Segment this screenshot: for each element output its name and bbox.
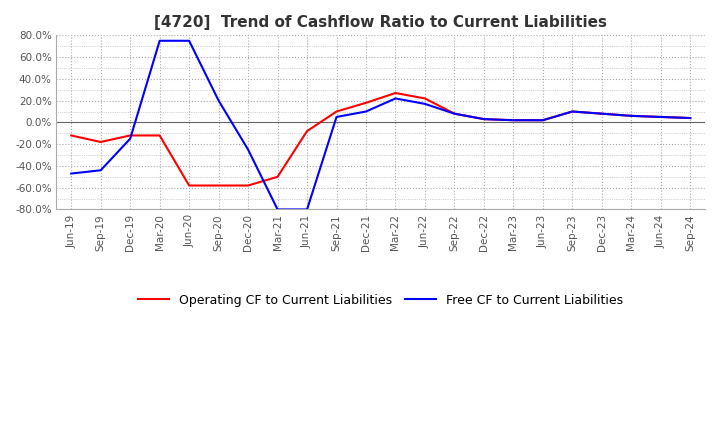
Operating CF to Current Liabilities [391,90,400,95]
Free CF to Current Liabilities [450,111,459,116]
Free CF to Current Liabilities [302,207,311,212]
Line: Operating CF to Current Liabilities: Operating CF to Current Liabilities [71,93,690,186]
Operating CF to Current Liabilities [96,139,105,145]
Free CF to Current Liabilities [480,117,488,122]
Free CF to Current Liabilities [657,114,665,120]
Operating CF to Current Liabilities [657,114,665,120]
Operating CF to Current Liabilities [67,133,76,138]
Operating CF to Current Liabilities [244,183,253,188]
Free CF to Current Liabilities [686,115,695,121]
Free CF to Current Liabilities [156,38,164,44]
Free CF to Current Liabilities [539,117,547,123]
Operating CF to Current Liabilities [215,183,223,188]
Operating CF to Current Liabilities [185,183,194,188]
Free CF to Current Liabilities [361,109,370,114]
Operating CF to Current Liabilities [627,113,636,118]
Free CF to Current Liabilities [568,109,577,114]
Free CF to Current Liabilities [509,117,518,123]
Free CF to Current Liabilities [332,114,341,120]
Free CF to Current Liabilities [126,136,135,141]
Free CF to Current Liabilities [185,38,194,44]
Operating CF to Current Liabilities [568,109,577,114]
Operating CF to Current Liabilities [686,115,695,121]
Free CF to Current Liabilities [274,207,282,212]
Line: Free CF to Current Liabilities: Free CF to Current Liabilities [71,41,690,209]
Operating CF to Current Liabilities [420,96,429,101]
Operating CF to Current Liabilities [450,111,459,116]
Free CF to Current Liabilities [244,147,253,152]
Operating CF to Current Liabilities [480,117,488,122]
Operating CF to Current Liabilities [274,174,282,180]
Free CF to Current Liabilities [96,168,105,173]
Operating CF to Current Liabilities [598,111,606,116]
Operating CF to Current Liabilities [126,133,135,138]
Operating CF to Current Liabilities [361,100,370,106]
Operating CF to Current Liabilities [539,117,547,123]
Free CF to Current Liabilities [598,111,606,116]
Free CF to Current Liabilities [67,171,76,176]
Free CF to Current Liabilities [391,96,400,101]
Title: [4720]  Trend of Cashflow Ratio to Current Liabilities: [4720] Trend of Cashflow Ratio to Curren… [154,15,607,30]
Free CF to Current Liabilities [215,98,223,103]
Operating CF to Current Liabilities [509,117,518,123]
Operating CF to Current Liabilities [302,128,311,134]
Free CF to Current Liabilities [420,101,429,106]
Operating CF to Current Liabilities [156,133,164,138]
Operating CF to Current Liabilities [332,109,341,114]
Legend: Operating CF to Current Liabilities, Free CF to Current Liabilities: Operating CF to Current Liabilities, Fre… [133,289,629,312]
Free CF to Current Liabilities [627,113,636,118]
